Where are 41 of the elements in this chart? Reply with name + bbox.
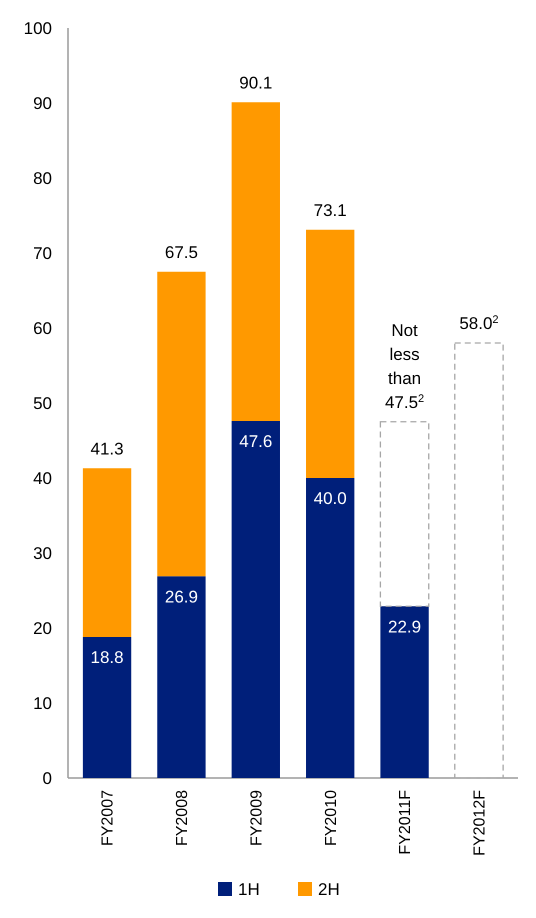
bar <box>82 637 132 778</box>
bar <box>454 342 504 779</box>
bar <box>157 576 206 778</box>
total-label: 41.3 <box>90 439 124 458</box>
data-label: 40.0 <box>314 489 347 508</box>
x-tick-label: FY2009 <box>248 790 266 846</box>
total-label: Not less than 47.5$^{2}$ <box>384 320 424 412</box>
bar <box>232 102 280 421</box>
y-tick-label: 0 <box>42 768 52 788</box>
bar <box>380 606 429 778</box>
x-tick-label: FY2010 <box>322 790 340 846</box>
bar <box>306 230 354 478</box>
bar <box>380 421 430 607</box>
legend-label: 2H <box>318 880 340 899</box>
total-label: 73.1 <box>314 200 347 220</box>
y-tick-label: 30 <box>33 544 52 563</box>
legend-label: 1H <box>238 880 260 899</box>
bar <box>157 272 206 576</box>
bar <box>306 478 354 778</box>
total-label: 90.1 <box>239 73 272 92</box>
y-tick-label: 60 <box>33 318 52 338</box>
y-tick-label: 80 <box>33 168 52 188</box>
y-tick-label: 70 <box>33 244 52 263</box>
data-label: 22.9 <box>388 617 422 636</box>
data-label: 47.6 <box>239 432 272 451</box>
total-label: 67.5 <box>164 242 198 262</box>
y-tick-label: 40 <box>33 468 52 488</box>
y-tick-label: 50 <box>33 394 52 413</box>
y-tick-label: 10 <box>33 694 52 713</box>
x-tick-label: FY2012F <box>472 790 489 856</box>
x-tick-label: FY2011F <box>397 790 414 855</box>
x-tick-label: FY2008 <box>174 790 192 846</box>
total-label: 58.0$^{2}$ <box>459 314 499 333</box>
data-label: 26.9 <box>164 587 198 606</box>
y-tick-label: 20 <box>33 618 52 638</box>
x-tick-label: FY2007 <box>100 790 117 846</box>
y-tick-label: 90 <box>33 94 52 113</box>
bar <box>82 468 132 637</box>
y-tick-label: 100 <box>24 18 52 38</box>
bar <box>232 421 280 778</box>
data-label: 18.8 <box>90 648 124 667</box>
